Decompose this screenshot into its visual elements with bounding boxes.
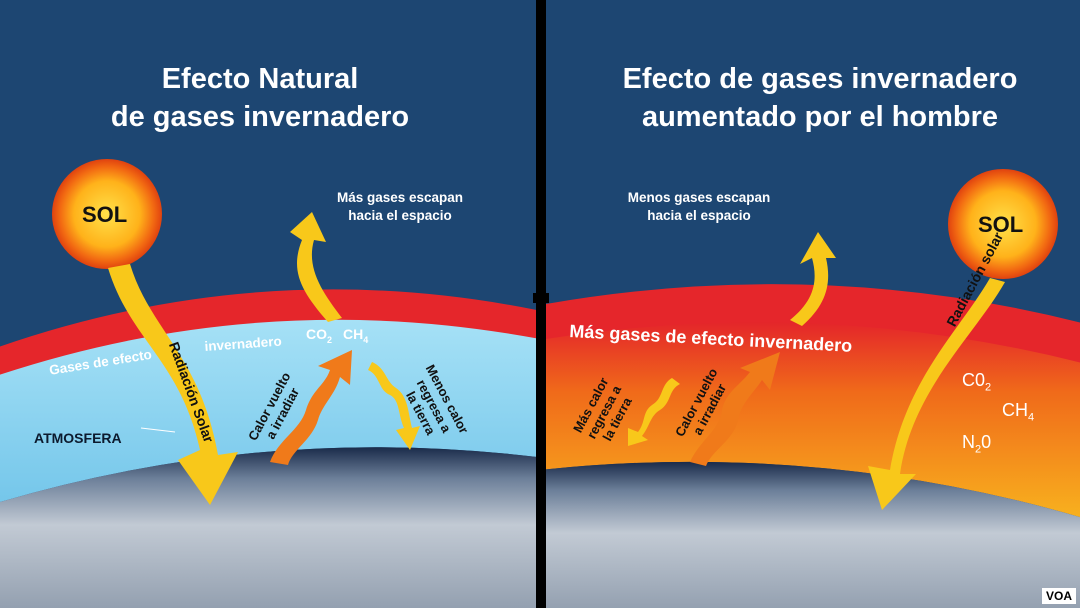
left-escape-label: Más gases escapan hacia el espacio	[305, 189, 495, 225]
sun-left	[52, 159, 162, 269]
atmosphere-label: ATMOSFERA	[34, 430, 122, 446]
left-escape-line2: hacia el espacio	[348, 208, 452, 223]
right-gas-n2o: N20	[962, 432, 992, 456]
left-ch4: CH4	[343, 326, 369, 345]
right-title-line2: aumentado por el hombre	[641, 101, 999, 133]
escape-arrow-right	[790, 232, 836, 326]
left-title-line2: de gases invernadero	[110, 101, 410, 133]
reradiate-arrow-right	[690, 352, 780, 466]
right-escape-line2: hacia el espacio	[647, 208, 751, 223]
return-arrow-right	[628, 378, 680, 446]
right-escape-line1: Menos gases escapan	[627, 190, 771, 205]
left-co2: CO2	[306, 326, 333, 345]
left-title-line1: Efecto Natural	[161, 63, 359, 95]
right-gas-co2: C02	[962, 370, 992, 394]
right-title: Efecto de gases invernadero aumentado po…	[600, 60, 1040, 136]
right-gas-ch4: CH4	[1002, 400, 1035, 424]
solar-arrow-left	[108, 264, 238, 505]
left-title: Efecto Natural de gases invernadero	[100, 60, 420, 136]
right-panel-art	[546, 0, 1080, 608]
right-title-line1: Efecto de gases invernadero	[622, 63, 1018, 95]
panel-divider	[536, 0, 546, 608]
escape-arrow-left	[290, 212, 342, 322]
sun-label-left: SOL	[82, 202, 128, 227]
reradiate-arrow-left	[270, 350, 352, 465]
right-escape-label: Menos gases escapan hacia el espacio	[604, 189, 794, 225]
solar-arrow-right	[868, 278, 1005, 510]
left-panel-art	[0, 159, 536, 608]
left-escape-line1: Más gases escapan	[336, 190, 464, 205]
return-arrow-left	[368, 362, 420, 450]
voa-badge: VOA	[1041, 588, 1076, 604]
sun-right	[948, 169, 1058, 279]
sun-label-right: SOL	[978, 212, 1024, 237]
